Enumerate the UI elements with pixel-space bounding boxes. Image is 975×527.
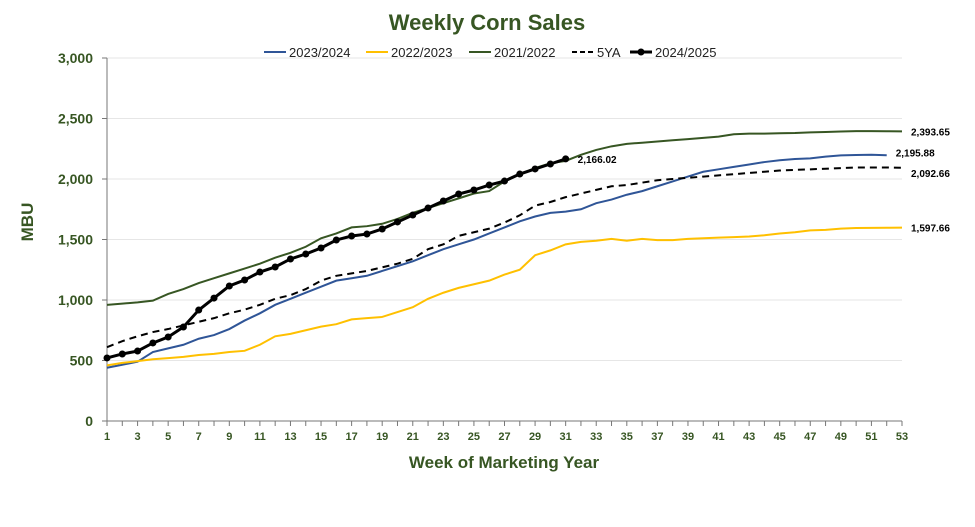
series-line-2024-2025 [106,157,567,360]
data-point [179,323,187,331]
x-tick-label: 19 [376,431,388,443]
x-tick-label: 49 [835,431,847,443]
series-line-2021-2022 [106,130,903,306]
x-tick-label: 39 [682,431,694,443]
x-tick-label: 15 [315,431,327,443]
x-tick-label: 37 [651,431,663,443]
x-tick-label: 5 [165,431,171,443]
data-point [424,204,432,212]
y-tick-label: 500 [70,353,94,369]
y-tick-label: 1,500 [58,232,93,248]
data-point [393,218,401,226]
data-point [256,268,264,276]
legend-label: 2024/2025 [655,45,716,60]
x-tick-label: 43 [743,431,755,443]
data-point [378,225,386,233]
end-value-label: 2,393.65 [911,127,950,138]
data-point [501,177,508,185]
data-point [516,170,524,178]
x-tick-label: 9 [226,431,232,443]
end-value-label: 2,166.02 [578,155,617,166]
data-point [562,155,570,163]
data-point [195,306,203,314]
x-tick-label: 53 [896,431,908,443]
x-tick-label: 11 [254,431,266,443]
data-point [348,232,356,240]
x-tick-label: 31 [560,431,572,443]
end-value-label: 2,195.88 [896,148,935,159]
x-tick-label: 3 [135,431,141,443]
y-tick-label: 3,000 [58,50,93,66]
data-point [103,354,111,362]
data-point [210,294,218,302]
y-tick-label: 1,000 [58,292,93,308]
data-point [455,190,463,198]
data-point [317,244,325,252]
x-tick-label: 33 [590,431,602,443]
legend-label: 2023/2024 [289,45,350,60]
x-tick-label: 25 [468,431,480,443]
data-point [286,255,294,263]
data-point [409,211,417,219]
legend-marker [637,48,645,56]
data-point [241,276,249,284]
series-line-2023-2024 [106,153,887,369]
x-tick-label: 7 [196,431,202,443]
data-point [134,347,142,355]
data-point [439,197,447,205]
y-axis-label: MBU [18,203,37,242]
x-tick-label: 47 [804,431,816,443]
x-tick-label: 51 [865,431,877,443]
data-point [164,333,172,341]
data-point [118,350,126,358]
data-point [271,263,279,271]
data-point [470,186,478,194]
legend-label: 2021/2022 [494,45,555,60]
data-point [363,230,371,238]
data-point [302,250,310,258]
end-value-label: 2,092.66 [911,169,950,180]
x-tick-label: 1 [104,431,110,443]
series-line-5YA [106,166,903,349]
x-axis-label: Week of Marketing Year [409,453,600,472]
y-tick-label: 2,000 [58,171,93,187]
end-value-label: 1,597.66 [911,224,950,235]
data-point [332,236,340,244]
legend-label: 5YA [597,45,621,60]
x-tick-label: 41 [712,431,724,443]
x-tick-label: 13 [284,431,296,443]
x-tick-label: 17 [345,431,357,443]
data-point [149,339,157,347]
x-tick-label: 29 [529,431,541,443]
y-tick-label: 0 [85,413,93,429]
y-tick-label: 2,500 [58,111,93,127]
x-tick-label: 21 [407,431,419,443]
legend-label: 2022/2023 [391,45,452,60]
data-point [225,282,233,290]
chart-title: Weekly Corn Sales [389,10,585,35]
x-tick-label: 45 [774,431,786,443]
x-tick-label: 35 [621,431,633,443]
x-tick-label: 23 [437,431,449,443]
data-point [531,165,539,173]
x-tick-label: 27 [498,431,510,443]
series-line-2022-2023 [106,226,903,367]
data-point [546,160,554,168]
data-point [485,181,493,189]
